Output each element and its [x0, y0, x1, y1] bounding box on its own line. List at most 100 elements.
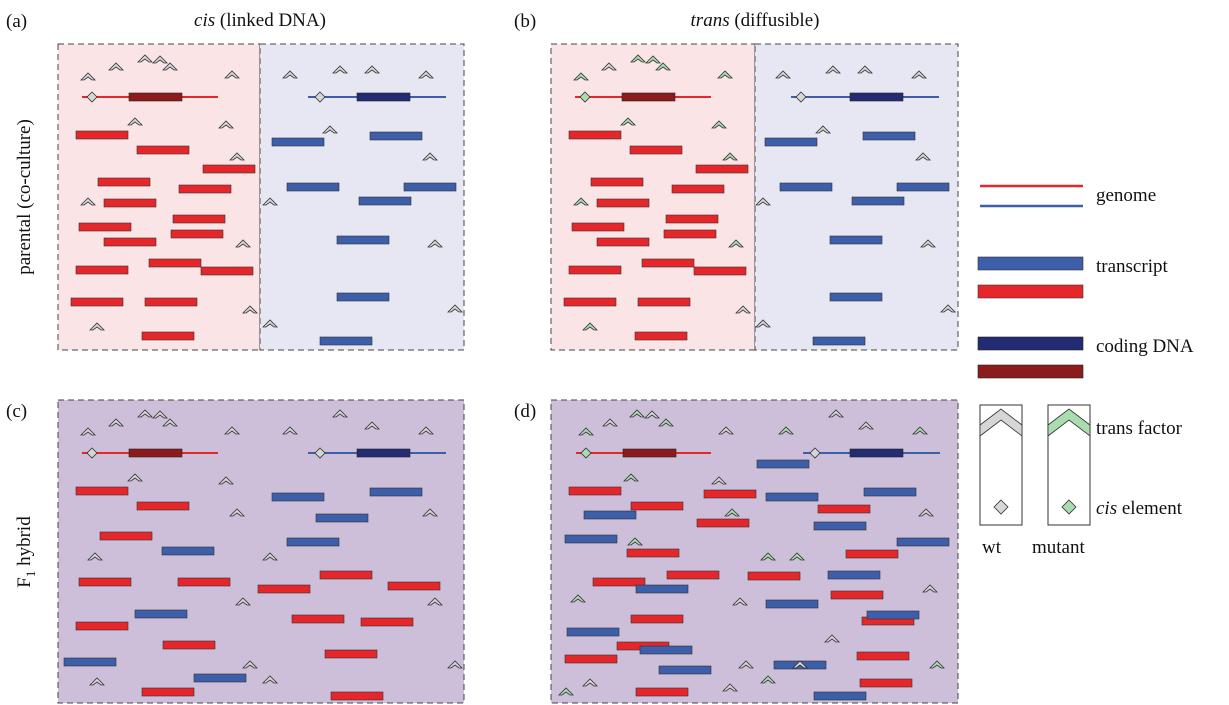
transcript: [659, 666, 711, 674]
transcript: [162, 547, 214, 555]
row-label: parental (co-culture): [14, 119, 35, 275]
transcript: [831, 591, 883, 599]
transcript: [135, 610, 187, 618]
transcript: [320, 571, 372, 579]
transcript: [331, 692, 383, 700]
transcript: [272, 493, 324, 501]
panel-label: (b): [514, 11, 536, 32]
panel-label: (c): [6, 401, 27, 422]
legend-transcript: [978, 257, 1083, 270]
legend-text: cis element: [1096, 498, 1183, 519]
transcript: [565, 655, 617, 663]
transcript: [857, 652, 909, 660]
header-italic: cis: [194, 10, 215, 31]
transcript: [631, 502, 683, 510]
legend-text: wt: [982, 537, 1002, 558]
transcript: [388, 582, 440, 590]
transcript: [664, 230, 716, 238]
coding-dna: [623, 449, 676, 457]
transcript: [591, 178, 643, 186]
transcript: [636, 688, 688, 696]
transcript: [272, 138, 324, 146]
transcript: [828, 571, 880, 579]
transcript: [137, 502, 189, 510]
transcript: [404, 183, 456, 191]
transcript: [757, 460, 809, 468]
transcript: [584, 511, 636, 519]
transcript: [830, 293, 882, 301]
transcript: [98, 178, 150, 186]
legend-text: mutant: [1032, 537, 1085, 558]
transcript: [142, 332, 194, 340]
transcript: [814, 692, 866, 700]
legend-italic: cis: [1096, 498, 1117, 519]
coding-dna: [622, 93, 675, 101]
transcript: [137, 146, 189, 154]
transcript: [361, 618, 413, 626]
panel-label: (d): [514, 401, 536, 422]
transcript: [830, 236, 882, 244]
transcript: [867, 611, 919, 619]
transcript: [631, 615, 683, 623]
transcript: [149, 259, 201, 267]
legend-transcript: [978, 285, 1083, 298]
transcript: [171, 230, 223, 238]
transcript: [818, 505, 870, 513]
coding-dna: [357, 93, 410, 101]
row-main: F: [14, 577, 35, 588]
transcript: [194, 674, 246, 682]
transcript: [694, 267, 746, 275]
transcript: [640, 646, 692, 654]
transcript: [814, 522, 866, 530]
transcript: [320, 337, 372, 345]
coding-dna: [850, 449, 903, 457]
transcript: [76, 622, 128, 630]
transcript: [292, 615, 344, 623]
legend-rest: element: [1122, 498, 1183, 519]
transcript: [864, 488, 916, 496]
transcript: [142, 688, 194, 696]
transcript: [748, 572, 800, 580]
transcript: [163, 641, 215, 649]
transcript: [667, 571, 719, 579]
transcript: [697, 519, 749, 527]
transcript: [569, 487, 621, 495]
transcript: [567, 628, 619, 636]
transcript: [76, 266, 128, 274]
transcript: [370, 488, 422, 496]
legend-text: transcript: [1096, 256, 1168, 277]
transcript: [627, 549, 679, 557]
transcript: [765, 138, 817, 146]
transcript: [173, 215, 225, 223]
transcript: [316, 514, 368, 522]
panel-label: (a): [6, 11, 27, 32]
transcript: [642, 259, 694, 267]
transcript: [780, 183, 832, 191]
transcript: [71, 298, 123, 306]
transcript: [104, 199, 156, 207]
transcript: [203, 165, 255, 173]
header-rest: (diffusible): [734, 10, 819, 31]
transcript: [672, 185, 724, 193]
transcript: [565, 535, 617, 543]
transcript: [666, 215, 718, 223]
transcript: [79, 578, 131, 586]
transcript: [569, 131, 621, 139]
transcript: [636, 585, 688, 593]
transcript: [813, 337, 865, 345]
coding-dna: [357, 449, 410, 457]
shapes: [58, 44, 1090, 703]
row-label: F1 hybrid: [14, 516, 38, 588]
panel: [58, 400, 464, 703]
transcript: [846, 550, 898, 558]
transcript: [104, 238, 156, 246]
legend-text: trans factor: [1096, 418, 1183, 439]
transcript: [704, 490, 756, 498]
column-header: trans (diffusible): [691, 10, 820, 31]
transcript: [179, 185, 231, 193]
transcript: [76, 131, 128, 139]
transcript: [359, 197, 411, 205]
transcript: [569, 266, 621, 274]
transcript: [597, 199, 649, 207]
transcript: [564, 298, 616, 306]
